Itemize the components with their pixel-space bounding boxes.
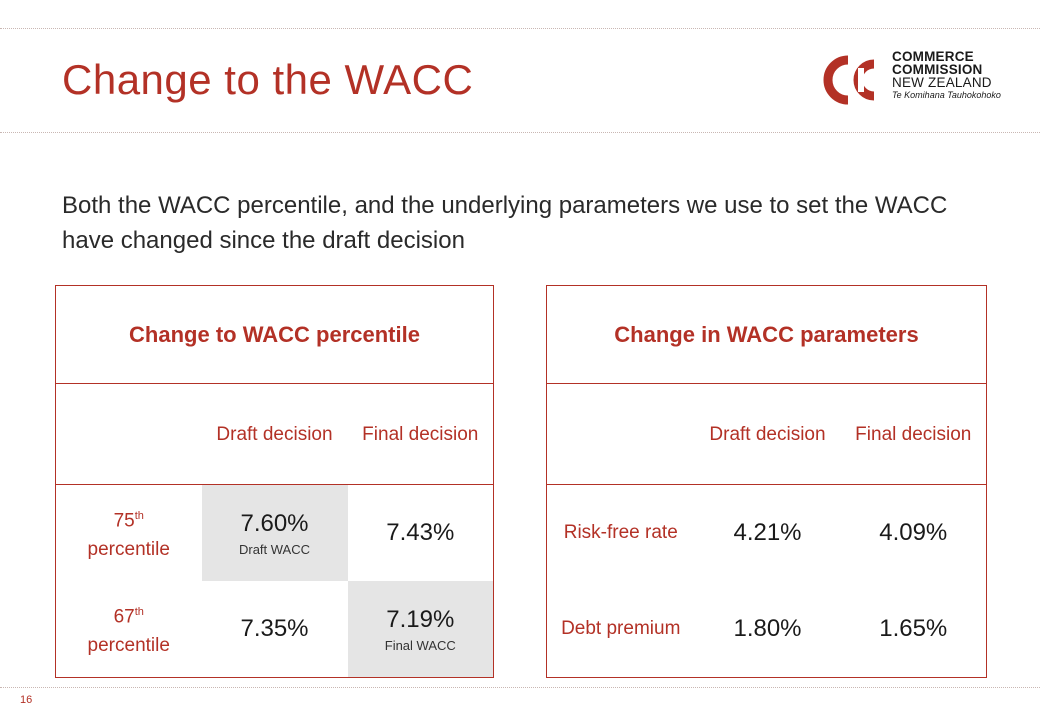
final-value: 1.65% xyxy=(879,615,948,642)
row-label: 67th percentile xyxy=(56,581,202,678)
logo-line-1: COMMERCE xyxy=(892,49,974,64)
page-title: Change to the WACC xyxy=(62,56,474,103)
commerce-commission-logo-mark-icon xyxy=(823,55,875,105)
title-divider xyxy=(0,132,1040,133)
logo-text: COMMERCE COMMISSION NEW ZEALAND Te Komih… xyxy=(892,50,1001,102)
row-label: Debt premium xyxy=(561,618,681,639)
final-value: 4.09% xyxy=(879,519,948,546)
draft-value: 4.21% xyxy=(733,519,802,546)
row-label-number: 75 xyxy=(113,510,135,532)
row-label-text: percentile xyxy=(87,634,170,656)
table-row: 75th percentile 7.60% Draft WACC 7.43% xyxy=(56,484,494,582)
draft-value-cell: 7.60% Draft WACC xyxy=(201,484,348,581)
final-value-cell: 1.65% xyxy=(841,581,987,678)
final-value: 7.19% xyxy=(386,605,455,633)
column-header-final: Final decision xyxy=(347,383,494,485)
row-label-number: 67 xyxy=(113,606,135,628)
commerce-commission-logo: COMMERCE COMMISSION NEW ZEALAND Te Komih… xyxy=(818,50,1018,110)
draft-value: 7.35% xyxy=(240,615,309,642)
column-header-draft: Draft decision xyxy=(201,383,348,485)
wacc-percentile-table: Change to WACC percentile Draft decision… xyxy=(55,285,495,678)
row-label-suffix: th xyxy=(134,606,144,619)
final-value-cell: 4.09% xyxy=(841,485,987,582)
draft-value: 1.80% xyxy=(733,615,802,642)
table-row: Risk-free rate 4.21% 4.09% xyxy=(547,485,987,582)
empty-header-cell xyxy=(55,383,202,485)
final-wacc-note: Final WACC xyxy=(384,637,456,653)
final-value: 7.43% xyxy=(386,519,455,546)
draft-value-cell: 7.35% xyxy=(202,581,348,678)
footer-divider xyxy=(0,687,1040,688)
row-label: 75th percentile xyxy=(56,485,202,582)
final-value-cell: 7.19% Final WACC xyxy=(347,581,494,678)
intro-text: Both the WACC percentile, and the underl… xyxy=(62,192,948,254)
draft-value-cell: 4.21% xyxy=(695,485,841,582)
draft-wacc-note: Draft WACC xyxy=(238,541,311,557)
final-value-cell: 7.43% xyxy=(348,485,494,582)
row-label-suffix: th xyxy=(134,510,144,523)
wacc-percentile-table-title: Change to WACC percentile xyxy=(55,285,494,384)
wacc-parameters-table: Change in WACC parameters Draft decision… xyxy=(546,285,988,678)
empty-header-cell xyxy=(546,383,695,485)
logo-line-3: NEW ZEALAND xyxy=(892,75,992,90)
page-number: 16 xyxy=(20,694,33,706)
table-row: 67th percentile 7.35% 7.19% Final WACC xyxy=(56,581,494,678)
top-divider xyxy=(0,28,1040,29)
column-header-final: Final decision xyxy=(840,383,987,485)
logo-line-2: COMMISSION xyxy=(892,62,983,77)
table-row: Debt premium 1.80% 1.65% xyxy=(547,581,987,678)
draft-value-cell: 1.80% xyxy=(695,581,841,678)
wacc-parameters-table-title: Change in WACC parameters xyxy=(546,285,987,384)
row-label-text: percentile xyxy=(87,538,170,560)
draft-value: 7.60% xyxy=(240,509,309,537)
column-header-draft: Draft decision xyxy=(694,383,841,485)
row-label: Risk-free rate xyxy=(563,522,678,543)
logo-line-4: Te Komihana Tauhokohoko xyxy=(892,90,1001,100)
